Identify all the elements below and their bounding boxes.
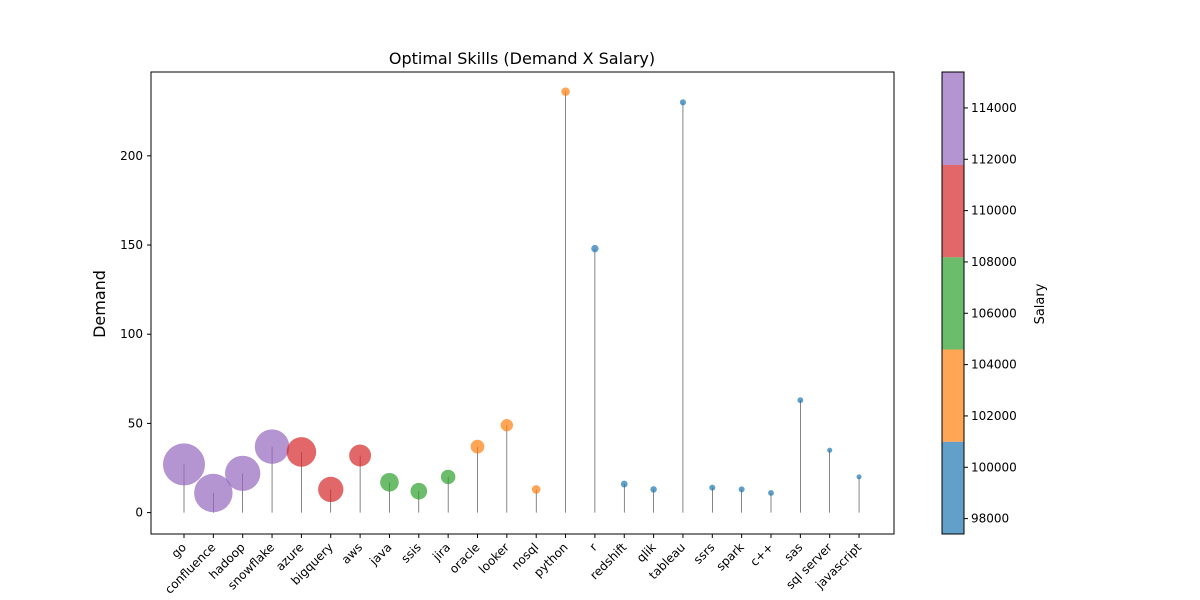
colorbar-bin-4	[942, 165, 964, 258]
point-confluence	[194, 473, 233, 513]
colorbar-tick-label: 100000	[971, 460, 1017, 474]
point-go	[163, 443, 205, 486]
colorbar-tick-label: 114000	[971, 101, 1017, 115]
point-oracle	[470, 439, 485, 454]
point-sql-server	[827, 447, 833, 453]
x-tick-label: ssis	[398, 540, 424, 566]
point-qlik	[650, 486, 657, 493]
point-java	[380, 472, 399, 492]
point-snowflake	[254, 429, 290, 464]
point-azure	[286, 437, 317, 467]
colorbar-bin-1	[942, 441, 964, 534]
colorbar-tick-label: 106000	[971, 306, 1017, 320]
x-tick-label: qlik	[634, 540, 659, 565]
x-tick-label: jira	[429, 540, 453, 564]
point-r	[591, 244, 599, 253]
point-javascript	[856, 474, 862, 480]
y-axis-label: Demand	[90, 270, 109, 338]
y-tick-label: 100	[120, 327, 143, 341]
point-ssrs	[709, 484, 716, 491]
point-tableau	[679, 99, 687, 106]
y-axis: 0 50 100 150 200	[120, 149, 151, 520]
x-tick-label: c++	[747, 540, 776, 569]
plot-frame	[150, 71, 895, 535]
x-tick-label: sas	[782, 540, 806, 564]
x-tick-label: go	[169, 540, 189, 560]
y-tick-label: 200	[120, 149, 143, 163]
point-bigquery	[318, 476, 344, 503]
y-tick-label: 50	[128, 416, 143, 430]
x-tick-label: java	[366, 540, 394, 568]
colorbar: 98000 100000 102000 104000 106000 108000 11000…	[941, 71, 1017, 535]
point-python	[561, 87, 570, 96]
y-tick-label: 0	[135, 506, 143, 520]
x-tick-label: r	[587, 540, 600, 553]
x-tick-label: looker	[476, 540, 512, 576]
point-ssis	[410, 482, 428, 500]
point-hadoop	[225, 455, 261, 492]
colorbar-tick-label: 108000	[971, 255, 1017, 269]
colorbar-bin-3	[942, 257, 964, 350]
colorbar-tick-label: 98000	[971, 512, 1009, 526]
point-aws	[349, 444, 372, 467]
point-spark	[738, 486, 745, 493]
colorbar-tick-label: 110000	[971, 204, 1017, 218]
colorbar-tick-label: 112000	[971, 152, 1017, 166]
plot-area	[163, 87, 862, 513]
point-jira	[440, 469, 456, 485]
colorbar-tick-label: 104000	[971, 358, 1017, 372]
point-c-	[768, 490, 774, 496]
x-tick-label: oracle	[447, 540, 483, 576]
colorbar-tick-label: 102000	[971, 409, 1017, 423]
point-nosql	[531, 485, 541, 494]
x-tick-label: aws	[339, 540, 365, 566]
y-tick-label: 150	[120, 238, 143, 252]
colorbar-bin-5	[942, 72, 964, 166]
x-axis: goconfluencehadoopsnowflakeazurebigquery…	[162, 534, 864, 597]
x-tick-label: spark	[713, 540, 746, 573]
colorbar-bin-2	[942, 349, 964, 442]
chart-title: Optimal Skills (Demand X Salary)	[389, 49, 655, 68]
point-sas	[797, 397, 804, 404]
colorbar-frame	[941, 71, 965, 535]
point-looker	[500, 419, 514, 432]
colorbar-label: Salary	[1033, 283, 1048, 324]
point-redshift	[620, 480, 628, 488]
